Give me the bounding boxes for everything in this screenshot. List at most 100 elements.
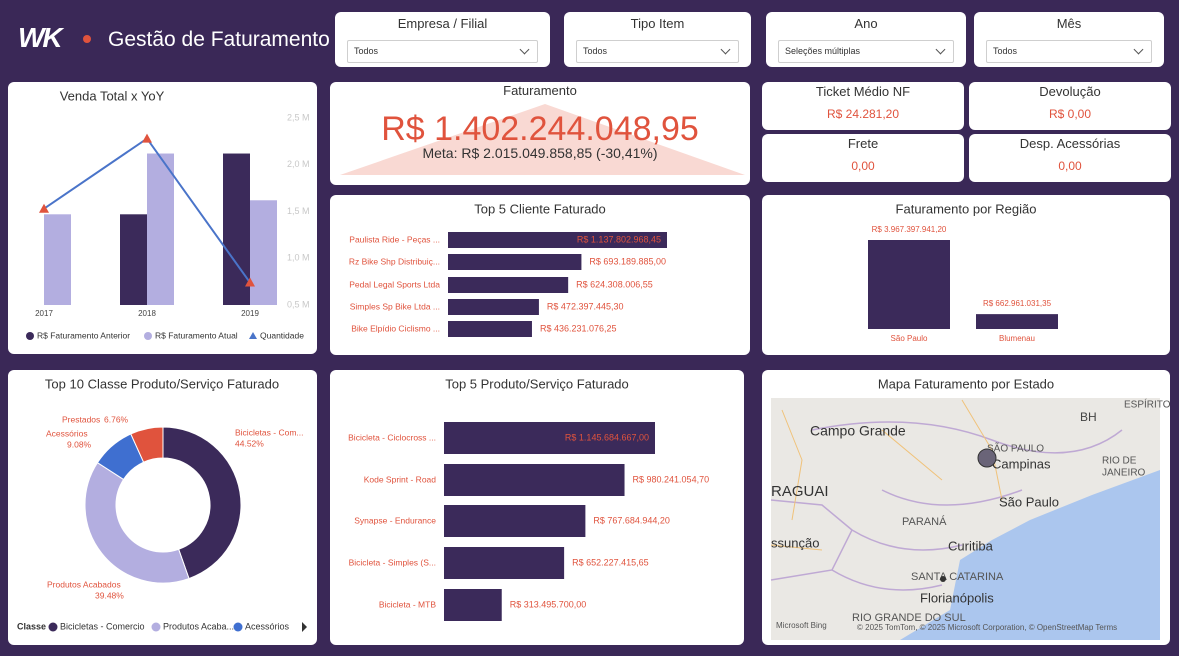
map-provider: Microsoft Bing bbox=[776, 621, 827, 630]
legend-swatch bbox=[151, 622, 161, 632]
value-label: R$ 693.189.885,00 bbox=[589, 256, 666, 266]
donut-slice bbox=[84, 461, 190, 584]
map-label: Curitiba bbox=[948, 538, 994, 553]
bar bbox=[448, 254, 582, 270]
dropdown[interactable]: Seleções múltiplas bbox=[778, 40, 954, 63]
donut-slice bbox=[130, 426, 164, 463]
value-label: R$ 980.241.054,70 bbox=[633, 474, 710, 484]
legend-label: Produtos Acaba... bbox=[163, 621, 234, 631]
kpi-title: Ticket Médio NF bbox=[815, 84, 911, 99]
filter-label: Tipo Item bbox=[630, 16, 685, 31]
map[interactable]: Mapa Faturamento por Estado BH ESPÍRITO Ca… bbox=[762, 370, 1170, 645]
map-panel: Mapa Faturamento por Estado BH ESPÍRITO Ca… bbox=[762, 370, 1170, 645]
legend-label: Quantidade bbox=[260, 330, 304, 340]
filter[interactable]: Ano Seleções múltiplas bbox=[766, 12, 966, 67]
bar bbox=[444, 547, 565, 579]
x-tick-label: 2019 bbox=[241, 309, 259, 318]
bar bbox=[444, 589, 502, 621]
map-label: RIO GRANDE DO SUL bbox=[852, 612, 966, 624]
kpi-card: Desp. Acessórias 0,00 bbox=[969, 134, 1171, 182]
dropdown[interactable]: Todos bbox=[986, 40, 1152, 63]
legend-title: Classe bbox=[17, 621, 46, 631]
x-tick-label: 2018 bbox=[138, 309, 156, 318]
donut-slice bbox=[162, 426, 242, 580]
y-tick-label: 2,5 M bbox=[287, 112, 310, 122]
bar bbox=[250, 200, 277, 305]
filter-label: Mês bbox=[1056, 16, 1082, 31]
kpi-title: Desp. Acessórias bbox=[1019, 136, 1121, 151]
chart-title: Venda Total x YoY bbox=[60, 88, 165, 103]
gauge bbox=[340, 104, 745, 175]
kpi-card: Frete 0,00 bbox=[762, 134, 964, 182]
legend-label: R$ Faturamento Atual bbox=[155, 330, 238, 340]
kpi-value: R$ 24.281,20 bbox=[826, 107, 900, 121]
legend-swatch bbox=[26, 332, 34, 340]
filter[interactable]: Empresa / Filial Todos bbox=[335, 12, 550, 67]
category-label: São Paulo bbox=[891, 334, 928, 343]
legend-swatch bbox=[144, 332, 152, 340]
line-marker bbox=[39, 203, 49, 213]
map-bubble bbox=[940, 576, 946, 582]
chart: Venda Total x YoY 2,5 M 2,0 M 1,5 M 1,0 M 0,5… bbox=[26, 88, 310, 340]
chart-title: Top 10 Classe Produto/Serviço Faturado bbox=[45, 376, 279, 391]
logo-dot bbox=[83, 35, 91, 43]
map-label: SANTA CATARINA bbox=[911, 571, 1004, 583]
legend-swatch bbox=[48, 622, 58, 632]
chart: Faturamento por Região R$ 3.967.397.941,2… bbox=[868, 201, 1058, 343]
bar bbox=[976, 314, 1058, 329]
gauge-shape bbox=[340, 104, 745, 175]
gauge-card: Faturamento R$ 1.402.244.048,95 Meta: R$… bbox=[330, 82, 750, 185]
map-label: BH bbox=[1080, 410, 1097, 424]
value-label: R$ 3.967.397.941,20 bbox=[872, 225, 947, 234]
dropdown[interactable]: Todos bbox=[347, 40, 538, 63]
bar bbox=[448, 232, 667, 248]
map-label: Florianópolis bbox=[920, 590, 994, 605]
map-label: RAGUAI bbox=[771, 483, 829, 500]
value-label: R$ 624.308.006,55 bbox=[576, 279, 653, 289]
filter-label: Empresa / Filial bbox=[397, 16, 488, 31]
filter[interactable]: Mês Todos bbox=[974, 12, 1164, 67]
kpi-value: R$ 1.402.244.048,95 bbox=[381, 110, 699, 148]
category-label: Simples Sp Bike Ltda ... bbox=[350, 301, 440, 311]
bar bbox=[444, 505, 586, 537]
chart-panel: Top 5 Cliente Faturado Paulista Ride - Pe… bbox=[330, 195, 750, 355]
slice-value: 9.08% bbox=[67, 439, 92, 449]
map-attribution: © 2025 TomTom, © 2025 Microsoft Corporat… bbox=[857, 623, 1117, 632]
chart-panel: Top 5 Produto/Serviço Faturado Bicicleta … bbox=[330, 370, 744, 645]
bar bbox=[147, 153, 174, 305]
header: WK Gestão de Faturamento bbox=[0, 0, 330, 78]
dropdown[interactable]: Todos bbox=[576, 40, 739, 63]
bar bbox=[448, 321, 532, 337]
slice-value: 44.52% bbox=[235, 438, 264, 448]
map-label: JANEIRO bbox=[1102, 468, 1146, 479]
map-label: ssunção bbox=[771, 535, 819, 550]
map-border bbox=[770, 421, 1123, 591]
category-label: Paulista Ride - Peças ... bbox=[349, 234, 440, 244]
y-tick-label: 2,0 M bbox=[287, 159, 310, 169]
kpi-value: R$ 0,00 bbox=[1048, 107, 1092, 121]
value-label: R$ 436.231.076,25 bbox=[540, 323, 617, 333]
value-label: R$ 313.495.700,00 bbox=[510, 599, 587, 609]
category-label: Bicicleta - MTB bbox=[379, 599, 436, 609]
map-label: SÃO PAULO bbox=[987, 442, 1044, 455]
chart-panel: Venda Total x YoY 2,5 M 2,0 M 1,5 M 1,0 M 0,5… bbox=[8, 82, 317, 354]
legend-label: R$ Faturamento Anterior bbox=[37, 330, 130, 340]
chart-title: Top 5 Produto/Serviço Faturado bbox=[445, 376, 629, 391]
filter[interactable]: Tipo Item Todos bbox=[564, 12, 751, 67]
map-label: PARANÁ bbox=[902, 515, 947, 528]
line-marker bbox=[142, 133, 152, 143]
value-label: R$ 472.397.445,30 bbox=[547, 301, 624, 311]
chart-title: Faturamento por Região bbox=[896, 201, 1037, 216]
line-marker bbox=[245, 277, 255, 287]
kpi-card: Ticket Médio NF R$ 24.281,20 bbox=[762, 82, 964, 130]
filter-label: Ano bbox=[854, 16, 878, 31]
kpi-value: 0,00 bbox=[1058, 159, 1082, 173]
value-label: R$ 767.684.944,20 bbox=[593, 515, 670, 525]
category-label: Bicicleta - Simples (S... bbox=[349, 557, 436, 567]
bar bbox=[868, 240, 950, 329]
page-title: Gestão de Faturamento bbox=[108, 28, 330, 51]
legend-swatch bbox=[249, 332, 257, 339]
category-label: Synapse - Endurance bbox=[354, 515, 436, 525]
